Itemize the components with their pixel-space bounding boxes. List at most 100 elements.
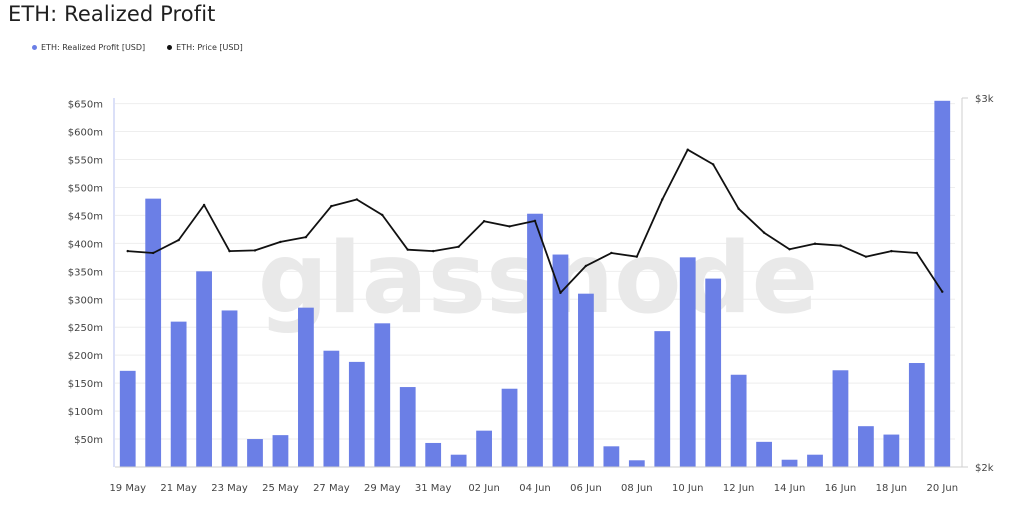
x-tick-label: 25 May [262, 483, 299, 494]
x-tick-label: 16 Jun [825, 483, 857, 494]
bar[interactable] [119, 370, 136, 467]
bar[interactable] [425, 442, 442, 467]
bar[interactable] [578, 293, 594, 467]
price-point[interactable] [890, 249, 893, 253]
price-point[interactable] [253, 249, 257, 252]
price-point[interactable] [635, 255, 639, 258]
x-tick-label: 02 Jun [468, 483, 500, 494]
legend-item-realized-profit[interactable]: ETH: Realized Profit [USD] [32, 43, 145, 52]
y-right-tick-label: $3k [975, 94, 994, 105]
bar[interactable] [781, 459, 798, 467]
bar[interactable] [730, 374, 747, 467]
y-right-tick-label: $2k [975, 463, 994, 474]
price-point[interactable] [686, 148, 689, 151]
bar[interactable] [298, 307, 314, 467]
x-tick-label: 21 May [160, 483, 197, 494]
bar[interactable] [934, 100, 951, 467]
price-point[interactable] [584, 264, 588, 268]
bar[interactable] [501, 388, 518, 467]
bar[interactable] [170, 321, 187, 467]
y-left-tick-label: $350m [68, 267, 103, 278]
bars [119, 100, 951, 468]
y-left-tick-label: $250m [68, 323, 103, 334]
price-point[interactable] [482, 220, 486, 223]
bar[interactable] [399, 387, 416, 467]
x-tick-label: 06 Jun [570, 483, 602, 494]
price-point[interactable] [202, 203, 206, 207]
price-point[interactable] [228, 249, 231, 253]
bar[interactable] [807, 454, 823, 467]
bar[interactable] [374, 323, 391, 467]
y-left-tick-label: $450m [68, 211, 103, 222]
price-point[interactable] [813, 242, 817, 245]
y-left-tick-label: $300m [68, 295, 103, 306]
bar[interactable] [145, 198, 162, 468]
bar[interactable] [247, 439, 263, 467]
bar[interactable] [323, 350, 340, 467]
y-left-tick-label: $100m [68, 407, 103, 418]
bar[interactable] [628, 460, 645, 467]
price-point[interactable] [915, 251, 919, 255]
price-point[interactable] [151, 251, 155, 255]
price-point[interactable] [711, 163, 715, 166]
price-point[interactable] [941, 290, 944, 293]
price-point[interactable] [508, 225, 511, 228]
x-tick-label: 29 May [364, 483, 401, 494]
x-tick-label: 14 Jun [774, 483, 806, 494]
x-tick-label: 19 May [109, 483, 146, 494]
price-point[interactable] [330, 204, 333, 208]
price-point[interactable] [457, 245, 460, 248]
legend-item-price[interactable]: ETH: Price [USD] [167, 43, 243, 52]
chart-title: ETH: Realized Profit [8, 2, 216, 26]
price-point[interactable] [864, 255, 868, 258]
bar[interactable] [272, 435, 289, 467]
price-point[interactable] [788, 248, 791, 251]
bar[interactable] [196, 271, 212, 467]
y-left-tick-label: $50m [74, 435, 103, 446]
x-tick-label: 31 May [415, 483, 452, 494]
x-tick-label: 27 May [313, 483, 350, 494]
bar[interactable] [654, 331, 671, 467]
bar[interactable] [832, 370, 849, 467]
bar[interactable] [476, 430, 492, 467]
price-point[interactable] [533, 219, 537, 223]
bar[interactable] [908, 363, 925, 467]
x-tick-label: 04 Jun [519, 483, 551, 494]
y-left-tick-label: $150m [68, 379, 103, 390]
bar[interactable] [756, 441, 772, 467]
bar[interactable] [858, 426, 874, 467]
bar[interactable] [527, 213, 543, 467]
bar[interactable] [552, 254, 569, 467]
legend-label-realized-profit: ETH: Realized Profit [USD] [41, 43, 146, 52]
price-line-group [126, 148, 944, 295]
x-tick-label: 23 May [211, 483, 248, 494]
price-point[interactable] [355, 198, 359, 201]
x-tick-label: 08 Jun [621, 483, 653, 494]
price-point[interactable] [559, 291, 562, 295]
x-tick-label: 20 Jun [927, 483, 959, 494]
price-point[interactable] [279, 240, 282, 244]
price-point[interactable] [381, 213, 384, 217]
legend-label-price: ETH: Price [USD] [176, 43, 243, 52]
bar[interactable] [348, 361, 365, 467]
y-left-tick-label: $550m [68, 156, 103, 167]
legend-swatch-bars [32, 45, 37, 50]
bar[interactable] [450, 454, 467, 467]
price-point[interactable] [126, 249, 129, 253]
price-point[interactable] [839, 244, 842, 247]
price-point[interactable] [406, 248, 409, 251]
bar[interactable] [603, 446, 620, 467]
price-point[interactable] [431, 249, 435, 253]
bar[interactable] [221, 310, 238, 467]
legend: ETH: Realized Profit [USD] ETH: Price [U… [32, 43, 243, 52]
price-point[interactable] [304, 235, 308, 239]
price-point[interactable] [737, 207, 740, 210]
bar[interactable] [679, 257, 696, 467]
price-point[interactable] [177, 238, 180, 242]
price-point[interactable] [661, 198, 664, 201]
bar[interactable] [883, 434, 900, 467]
bar[interactable] [705, 278, 722, 467]
price-point[interactable] [762, 231, 766, 234]
price-point[interactable] [610, 251, 613, 255]
